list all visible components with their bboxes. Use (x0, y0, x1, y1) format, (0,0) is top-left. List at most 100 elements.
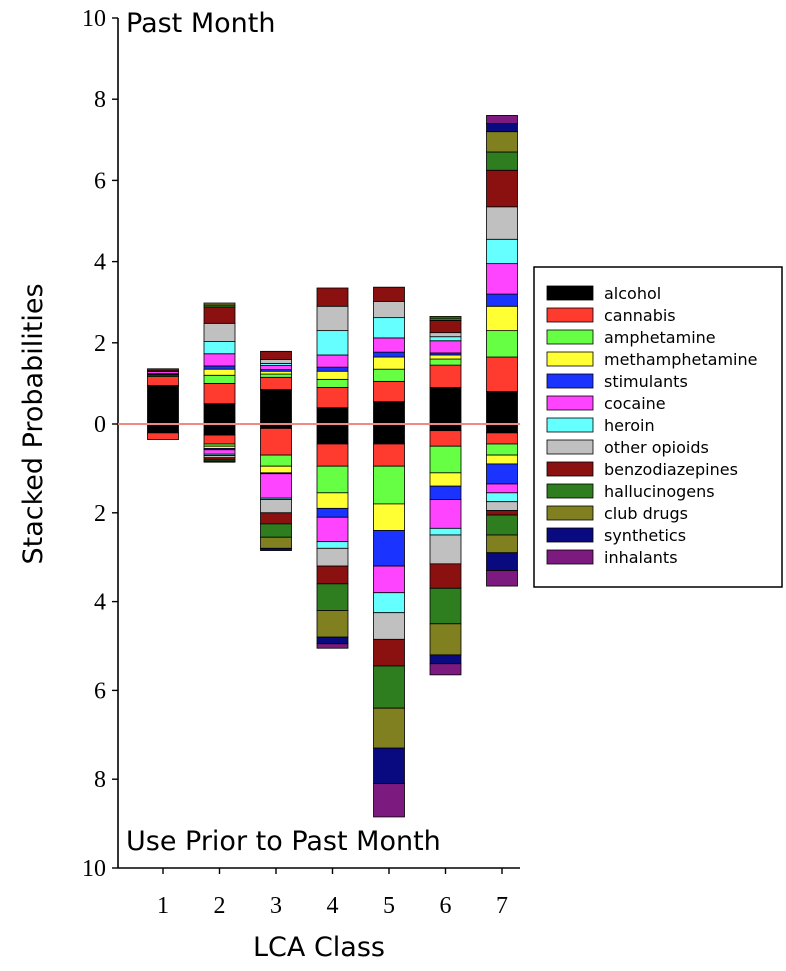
bar-segment-bottom-inhalants-class-7 (486, 570, 518, 587)
legend-label-other-opioids: other opioids (604, 438, 709, 457)
bar-segment-top-other-opioids-class-4 (316, 305, 349, 332)
legend-swatch-methamphetamine (546, 351, 594, 367)
bar-segment-bottom-alcohol-class-1 (147, 423, 179, 434)
bar-segment-top-benzodiazepines-class-3 (260, 350, 292, 360)
bar-segment-top-benzodiazepines-class-7 (486, 169, 518, 208)
legend-swatch-synthetics (546, 527, 594, 543)
bar-segment-bottom-cannabis-class-6 (429, 430, 462, 447)
legend-swatch-hallucinogens (546, 483, 594, 499)
bar-segment-bottom-synthetics-class-5 (373, 747, 405, 785)
bar-segment-bottom-alcohol-class-4 (316, 423, 349, 445)
bar-segment-bottom-benzodiazepines-class-3 (260, 512, 292, 525)
bar-segment-bottom-stimulants-class-7 (486, 463, 518, 485)
bar-segment-top-methamphetamine-class-4 (316, 370, 349, 380)
bar-segment-top-stimulants-class-7 (486, 293, 518, 307)
bar-segment-top-heroin-class-4 (316, 330, 349, 356)
bar-segment-bottom-inhalants-class-5 (373, 783, 405, 818)
bar-segment-bottom-alcohol-class-2 (203, 423, 236, 436)
legend: alcohol cannabis amphetamine methamphetamin… (546, 284, 757, 567)
bar-segment-bottom-cannabis-class-5 (373, 443, 405, 467)
bar-segment-bottom-synthetics-class-6 (429, 654, 462, 665)
bar-segment-bottom-heroin-class-4 (316, 541, 349, 549)
legend-label-alcohol: alcohol (604, 284, 661, 303)
bottom-panel-label: Use Prior to Past Month (126, 826, 441, 857)
legend-label-hallucinogens: hallucinogens (604, 482, 715, 501)
legend-swatch-cannabis (546, 307, 594, 323)
bar-segment-top-benzodiazepines-class-6 (429, 320, 462, 334)
bar-segment-bottom-cannabis-class-7 (486, 432, 518, 445)
bar-segment-top-other-opioids-class-5 (373, 300, 405, 319)
bar-segment-top-synthetics-class-7 (486, 123, 518, 133)
bar-segment-top-amphetamine-class-5 (373, 368, 405, 382)
bar-segment-top-methamphetamine-class-3 (260, 370, 292, 375)
bar-segment-bottom-amphetamine-class-7 (486, 443, 518, 456)
y-tick-label: 6 (94, 678, 106, 704)
x-tick-label: 7 (496, 893, 508, 919)
y-tick-label: 10 (82, 856, 106, 882)
bar-segment-bottom-hallucinogens-class-7 (486, 514, 518, 536)
x-tick-label: 2 (214, 893, 226, 919)
bar-segment-bottom-club-drugs-class-6 (429, 623, 462, 656)
bar-segment-top-heroin-class-6 (429, 336, 462, 342)
y-tick-label: 10 (82, 6, 106, 32)
bar-segment-bottom-stimulants-class-6 (429, 485, 462, 500)
bar-segment-top-cocaine-class-6 (429, 340, 462, 354)
bar-segment-top-club-drugs-class-7 (486, 131, 518, 153)
bar-segment-bottom-methamphetamine-class-7 (486, 454, 518, 465)
legend-label-cannabis: cannabis (604, 306, 676, 325)
bar-segment-bottom-benzodiazepines-class-6 (429, 563, 462, 589)
bar-segment-bottom-amphetamine-class-4 (316, 465, 349, 494)
bar-segment-top-cocaine-class-4 (316, 354, 349, 368)
bar-segment-bottom-club-drugs-class-5 (373, 707, 405, 749)
bar-segment-top-amphetamine-class-6 (429, 358, 462, 366)
y-tick-label: 4 (94, 250, 106, 276)
bar-segment-top-alcohol-class-2 (203, 403, 236, 425)
bar-segment-bottom-cocaine-class-3 (260, 473, 292, 499)
bar-segment-bottom-synthetics-class-7 (486, 552, 518, 571)
bar-segment-bottom-methamphetamine-class-6 (429, 472, 462, 487)
legend-label-amphetamine: amphetamine (604, 328, 716, 347)
bar-segment-bottom-cocaine-class-6 (429, 499, 462, 529)
bar-segment-bottom-amphetamine-class-5 (373, 465, 405, 505)
bar-segment-bottom-inhalants-class-4 (316, 643, 349, 649)
bar-segment-top-heroin-class-2 (203, 341, 236, 355)
bar-segment-bottom-stimulants-class-5 (373, 530, 405, 567)
bar-segment-top-alcohol-class-6 (429, 387, 462, 425)
legend-label-inhalants: inhalants (604, 548, 678, 567)
bar-segment-top-other-opioids-class-6 (429, 332, 462, 338)
bar-segment-top-benzodiazepines-class-1 (147, 368, 179, 372)
top-panel-label: Past Month (126, 8, 275, 39)
legend-swatch-benzodiazepines (546, 461, 594, 477)
bar-segment-bottom-methamphetamine-class-5 (373, 503, 405, 531)
bar-segment-top-alcohol-class-5 (373, 401, 405, 425)
bar-segment-bottom-cannabis-class-4 (316, 443, 349, 467)
bar-segment-top-alcohol-class-4 (316, 407, 349, 425)
bar-segment-bottom-heroin-class-5 (373, 592, 405, 614)
legend-label-methamphetamine: methamphetamine (604, 350, 757, 369)
bar-segment-bottom-stimulants-class-4 (316, 507, 349, 518)
bar-segment-bottom-heroin-class-7 (486, 492, 518, 503)
x-axis-title: LCA Class (253, 932, 385, 963)
x-tick-label: 5 (383, 893, 395, 919)
y-tick-label: 6 (94, 168, 106, 194)
bar-segment-bottom-alcohol-class-7 (486, 423, 518, 434)
legend-swatch-cocaine (546, 395, 594, 411)
bar-segment-top-other-opioids-class-2 (203, 322, 236, 342)
legend-swatch-club-drugs (546, 505, 594, 521)
y-tick-label: 2 (94, 501, 106, 527)
x-ticks-group: 1 2 3 4 5 6 7 (157, 868, 508, 919)
bar-segment-top-benzodiazepines-class-5 (373, 286, 405, 302)
bar-segment-bottom-other-opioids-class-4 (316, 547, 349, 567)
bar-segment-top-cannabis-class-4 (316, 387, 349, 409)
bar-segment-top-alcohol-class-1 (147, 385, 179, 425)
legend-label-heroin: heroin (604, 416, 655, 435)
bar-segment-top-cannabis-class-7 (486, 356, 518, 392)
y-axis-title: Stacked Probabilities (18, 283, 49, 564)
bar-segment-bottom-hallucinogens-class-6 (429, 587, 462, 625)
y-tick-label: 2 (94, 331, 106, 357)
bar-segment-top-cannabis-class-3 (260, 376, 292, 390)
bar-segment-bottom-cocaine-class-2 (203, 449, 236, 455)
legend-swatch-other-opioids (546, 439, 594, 455)
bar-segment-top-cocaine-class-3 (260, 365, 292, 370)
bar-segment-top-hallucinogens-class-7 (486, 151, 518, 171)
